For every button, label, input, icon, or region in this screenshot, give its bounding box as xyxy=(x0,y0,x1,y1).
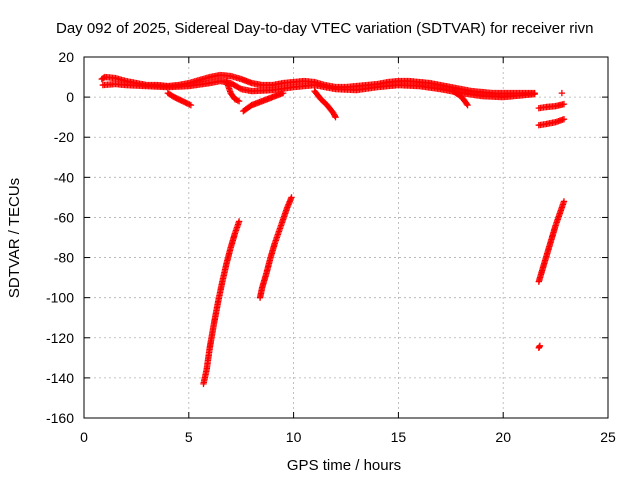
y-tick-label: -140 xyxy=(46,370,74,386)
series-9 xyxy=(558,89,566,97)
y-tick-label: -80 xyxy=(54,250,74,266)
data-point xyxy=(560,100,568,108)
data-point xyxy=(331,112,339,120)
x-tick-label: 15 xyxy=(391,429,407,445)
y-tick-label: -20 xyxy=(54,129,74,145)
data-point xyxy=(231,95,239,103)
data-point xyxy=(463,100,470,108)
series-2 xyxy=(164,89,195,109)
data-point xyxy=(187,101,195,109)
x-tick-label: 20 xyxy=(495,429,511,445)
data-point xyxy=(235,97,243,105)
data-point xyxy=(560,115,568,123)
x-tick-label: 0 xyxy=(80,429,88,445)
series-10 xyxy=(200,218,243,388)
data-point xyxy=(186,101,193,108)
data-point xyxy=(332,113,339,121)
data-point xyxy=(279,89,287,97)
series-11 xyxy=(256,194,295,301)
data-point xyxy=(184,100,192,107)
data-point xyxy=(464,101,471,109)
y-tick-label: -120 xyxy=(46,330,74,346)
series-12 xyxy=(535,198,568,285)
axis-ticks: 0 5 10 15 20 25 20 0 -20 -40 -60 -80 -100 -120 -140 -16… xyxy=(46,49,616,445)
data-point xyxy=(236,85,244,92)
data-point xyxy=(233,96,240,103)
series-13 xyxy=(535,342,544,352)
y-tick-label: -100 xyxy=(46,290,74,306)
x-tick-label: 25 xyxy=(600,429,616,445)
data-point xyxy=(536,342,544,349)
x-tick-label: 10 xyxy=(286,429,302,445)
chart-title: Day 092 of 2025, Sidereal Day-to-day VTE… xyxy=(56,20,593,37)
y-tick-label: 20 xyxy=(58,49,74,65)
y-axis-title: SDTVAR / TECUs xyxy=(6,178,23,298)
series-3 xyxy=(223,77,243,105)
data-point xyxy=(558,89,566,97)
series-8 xyxy=(535,115,568,129)
data-point xyxy=(288,194,295,201)
data-point xyxy=(531,90,538,98)
plot-frame xyxy=(83,56,609,419)
data-marks xyxy=(98,71,568,388)
data-point xyxy=(560,198,568,205)
series-6 xyxy=(449,87,471,109)
series-1 xyxy=(99,77,538,101)
y-tick-label: -60 xyxy=(54,209,74,225)
x-axis-title: GPS time / hours xyxy=(287,457,401,474)
series-5 xyxy=(311,87,339,121)
data-point xyxy=(183,99,190,107)
grid-lines xyxy=(84,57,608,418)
x-tick-label: 5 xyxy=(185,429,193,445)
data-point xyxy=(234,97,241,104)
y-tick-label: -40 xyxy=(54,169,74,185)
data-point xyxy=(235,218,243,225)
y-tick-label: -160 xyxy=(46,410,74,426)
y-tick-label: 0 xyxy=(66,89,74,105)
series-7 xyxy=(535,100,568,112)
series-4 xyxy=(240,89,287,115)
